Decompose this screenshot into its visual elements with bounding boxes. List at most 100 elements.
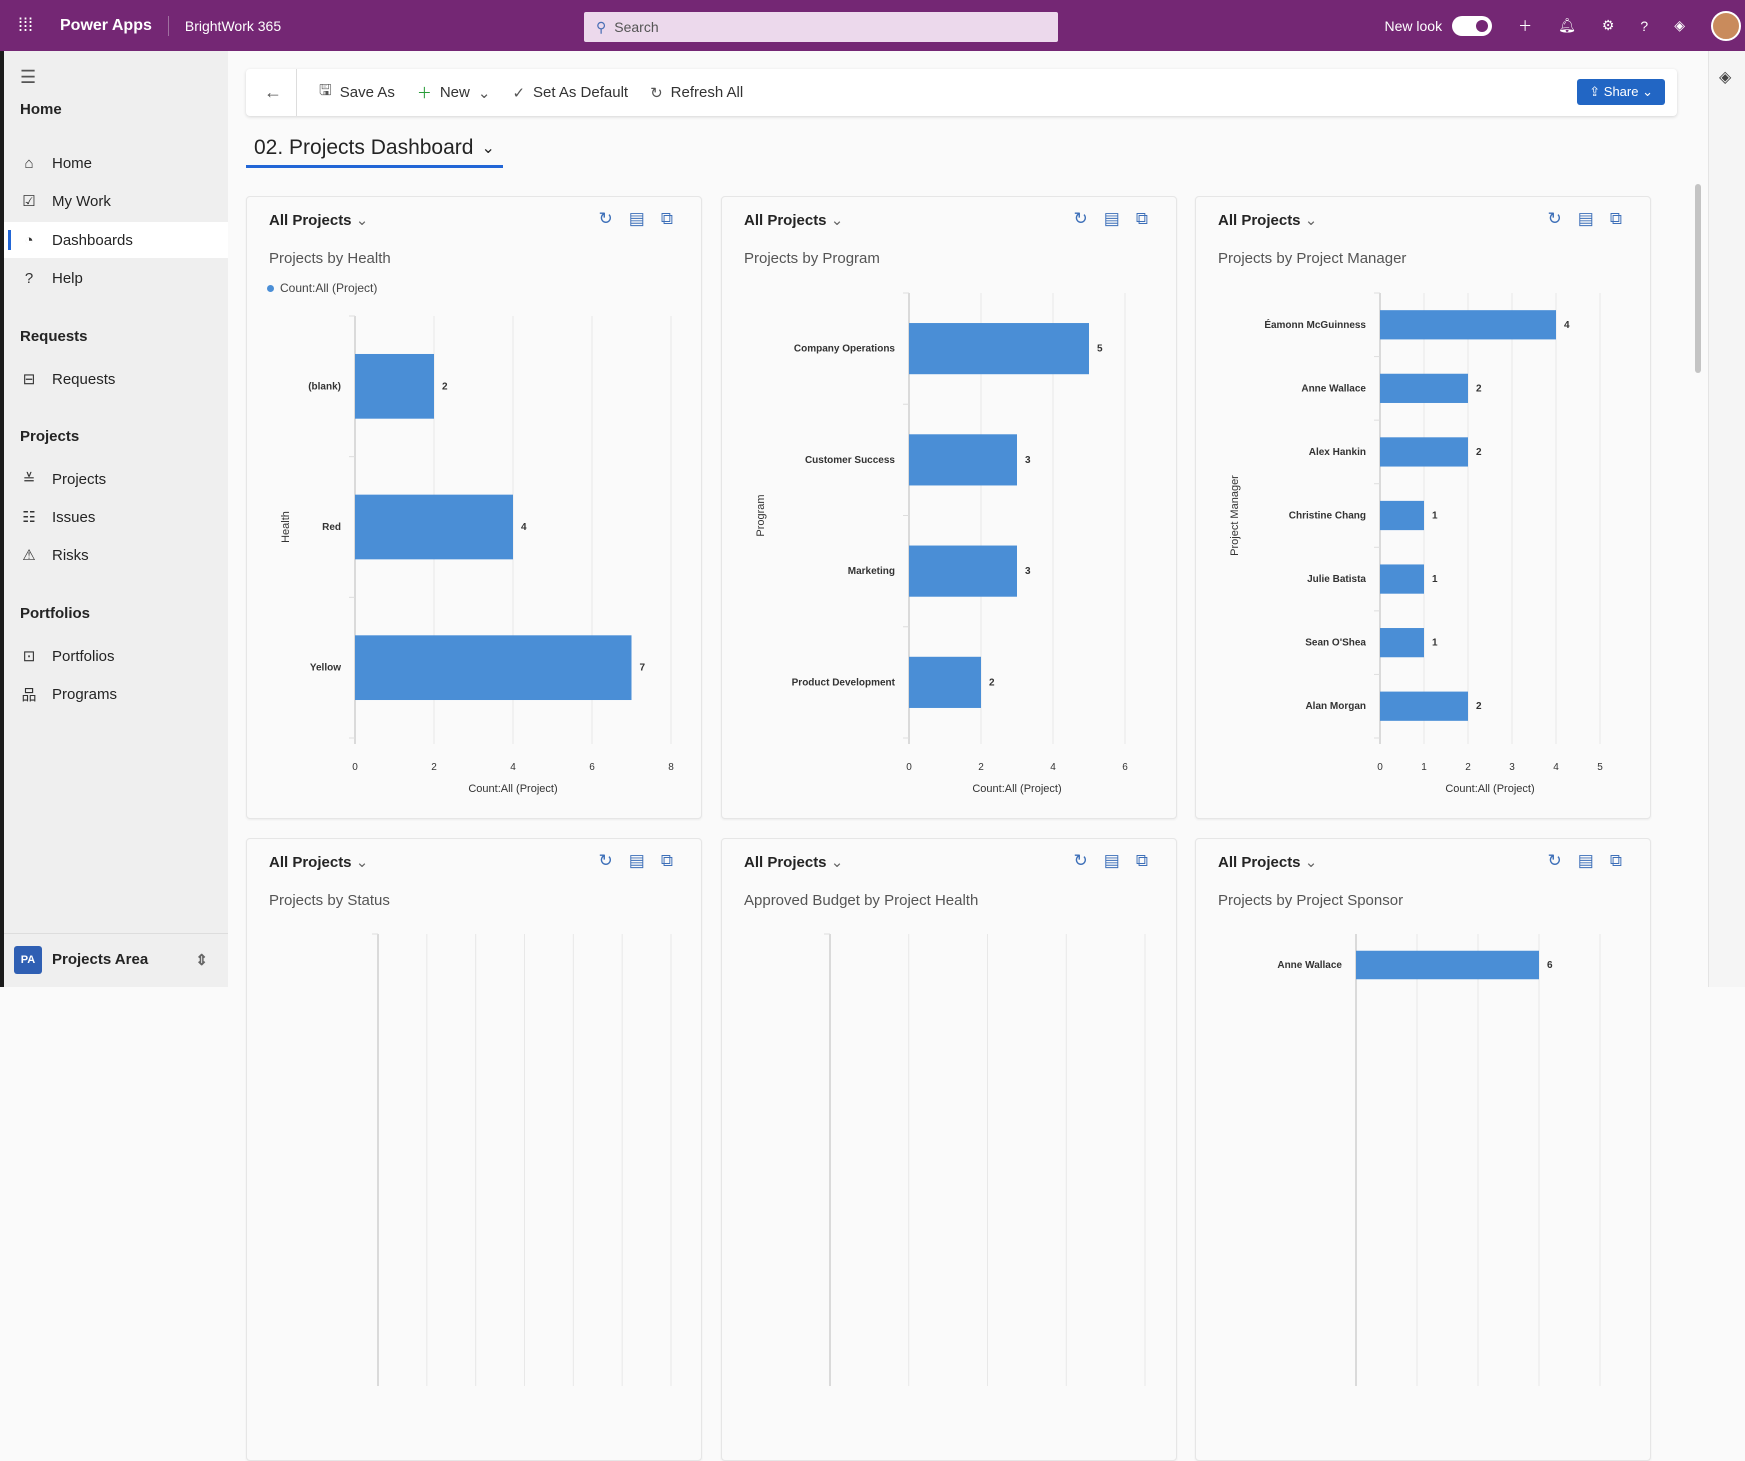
dashboard-selector[interactable]: 02. Projects Dashboard ⌄ <box>246 130 503 168</box>
new-button[interactable]: ＋ New ⌄ <box>417 82 491 103</box>
bar <box>1380 628 1424 658</box>
sidebar-item-risks[interactable]: ⚠ Risks <box>4 537 228 573</box>
report-icon[interactable]: ▤ <box>1577 209 1594 228</box>
new-look-toggle[interactable] <box>1452 15 1493 36</box>
view-label: All Projects <box>269 854 352 871</box>
x-tick-label: 6 <box>1122 762 1128 773</box>
refresh-icon[interactable]: ↻ <box>598 209 613 228</box>
category-label: Anne Wallace <box>1277 960 1342 971</box>
area-switcher[interactable]: PA Projects Area ⇕ <box>4 933 228 985</box>
data-label: 2 <box>442 381 448 392</box>
y-axis-title: Program <box>755 494 767 536</box>
chevron-down-icon: ⌄ <box>1304 212 1318 229</box>
x-tick-label: 8 <box>668 762 674 773</box>
category-label: Éamonn McGuinness <box>1264 318 1366 331</box>
app-name[interactable]: Power Apps <box>60 16 152 34</box>
category-label: Julie Batista <box>1307 574 1366 585</box>
app-launcher-icon[interactable]: ⁞⁞⁞ <box>18 15 34 35</box>
sidebar-item-home[interactable]: ⌂ Home <box>4 145 228 181</box>
view-selector[interactable]: All Projects ⌄ <box>269 853 368 871</box>
sidebar-item-issues[interactable]: ☷ Issues <box>4 499 228 535</box>
chart-card: All Projects ⌄ ↻ ▤ ⧉ Projects by Project M… <box>1195 196 1651 819</box>
refresh-icon[interactable]: ↻ <box>1547 851 1562 870</box>
command-bar: ← 🖫 Save As ＋ New ⌄ ✓ Set As Default ↻ Refres… <box>246 69 1677 116</box>
avatar[interactable] <box>1711 10 1741 41</box>
x-axis-title: Count:All (Project) <box>468 783 557 795</box>
expand-icon[interactable]: ⧉ <box>1609 209 1622 228</box>
legend-label: Count:All (Project) <box>280 281 378 295</box>
section-projects: Projects <box>20 428 80 445</box>
sidebar-item-my-work[interactable]: ☑ My Work <box>4 183 228 219</box>
sidebar-item-projects[interactable]: ≚ Projects <box>4 461 228 497</box>
refresh-icon[interactable]: ↻ <box>598 851 613 870</box>
bell-icon[interactable]: 🔔︎ <box>1558 17 1576 33</box>
chart-title: Projects by Project Manager <box>1218 250 1407 267</box>
sidebar-item-dashboards[interactable]: ◔ Dashboards <box>4 222 228 258</box>
sidebar-item-programs[interactable]: 品 Programs <box>4 676 228 712</box>
save-as-icon: 🖫 <box>319 82 332 99</box>
plus-icon[interactable]: ＋ <box>1518 17 1533 34</box>
refresh-icon[interactable]: ↻ <box>1073 209 1088 228</box>
hamburger-icon[interactable]: ☰ <box>20 67 37 87</box>
refresh-all-button[interactable]: ↻ Refresh All <box>650 84 743 102</box>
legend-marker <box>267 285 274 292</box>
x-tick-label: 6 <box>589 762 595 773</box>
category-label: Red <box>322 522 341 533</box>
expand-icon[interactable]: ⧉ <box>660 851 673 870</box>
expand-icon[interactable]: ⧉ <box>1135 851 1148 870</box>
expand-icon[interactable]: ⧉ <box>1609 851 1622 870</box>
save-as-button[interactable]: 🖫 Save As <box>319 80 395 105</box>
view-selector[interactable]: All Projects ⌄ <box>744 211 843 229</box>
chart-card: All Projects ⌄ ↻ ▤ ⧉ Approved Budget by Pr… <box>721 838 1177 1461</box>
refresh-icon[interactable]: ↻ <box>1547 209 1562 228</box>
sidebar-item-requests[interactable]: ⊟ Requests <box>4 361 228 397</box>
report-icon[interactable]: ▤ <box>628 209 645 228</box>
data-label: 2 <box>1476 383 1482 394</box>
chart-card: All Projects ⌄ ↻ ▤ ⧉ Projects by Program 0 2… <box>721 196 1177 819</box>
dashboard-icon: ◔ <box>24 231 34 249</box>
view-selector[interactable]: All Projects ⌄ <box>744 853 843 871</box>
expand-icon[interactable]: ⧉ <box>660 209 673 228</box>
environment-name[interactable]: BrightWork 365 <box>184 17 282 34</box>
set-as-default-button[interactable]: ✓ Set As Default <box>512 84 628 102</box>
search-input[interactable]: ⚲ Search <box>584 12 1058 42</box>
home-icon: ⌂ <box>24 154 34 172</box>
scrollbar[interactable] <box>1695 184 1701 373</box>
x-tick-label: 2 <box>978 762 984 773</box>
sidebar-item-label: Home <box>52 154 93 172</box>
report-icon[interactable]: ▤ <box>1103 851 1120 870</box>
refresh-icon[interactable]: ↻ <box>1073 851 1088 870</box>
data-label: 2 <box>989 677 995 688</box>
back-button[interactable]: ← <box>264 69 297 116</box>
sidebar-item-label: Requests <box>52 370 116 388</box>
expand-icon[interactable]: ⧉ <box>1135 209 1148 228</box>
view-label: All Projects <box>744 854 827 871</box>
view-selector[interactable]: All Projects ⌄ <box>1218 211 1317 229</box>
area-badge: PA <box>14 945 42 974</box>
copilot-icon[interactable]: ◈ <box>1674 17 1685 33</box>
set-default-label: Set As Default <box>533 84 629 101</box>
view-selector[interactable]: All Projects ⌄ <box>269 211 368 229</box>
category-label: Customer Success <box>805 455 895 466</box>
gear-icon[interactable]: ⚙ <box>1601 17 1615 33</box>
new-label: New <box>439 84 470 101</box>
report-icon[interactable]: ▤ <box>1577 851 1594 870</box>
sidebar-item-help[interactable]: ? Help <box>4 260 228 296</box>
right-rail: ◈ <box>1708 51 1745 987</box>
x-axis-title: Count:All (Project) <box>1445 783 1534 795</box>
copilot-icon[interactable]: ◈ <box>1719 69 1732 86</box>
chevron-down-icon[interactable]: ⌄ <box>477 84 491 102</box>
share-button[interactable]: ⇪ Share ⌄ <box>1577 79 1665 105</box>
report-icon[interactable]: ▤ <box>1103 209 1120 228</box>
sidebar-item-portfolios[interactable]: ⊡ Portfolios <box>4 638 228 674</box>
view-selector[interactable]: All Projects ⌄ <box>1218 853 1317 871</box>
view-label: All Projects <box>744 212 827 229</box>
plus-icon: ＋ <box>416 85 432 102</box>
category-label: Marketing <box>848 566 895 577</box>
sidebar-item-label: Dashboards <box>52 231 133 249</box>
sidebar-item-label: Issues <box>52 508 96 526</box>
report-icon[interactable]: ▤ <box>628 851 645 870</box>
x-tick-label: 1 <box>1421 762 1427 773</box>
data-label: 5 <box>1097 344 1103 355</box>
help-icon[interactable]: ? <box>1640 17 1649 34</box>
